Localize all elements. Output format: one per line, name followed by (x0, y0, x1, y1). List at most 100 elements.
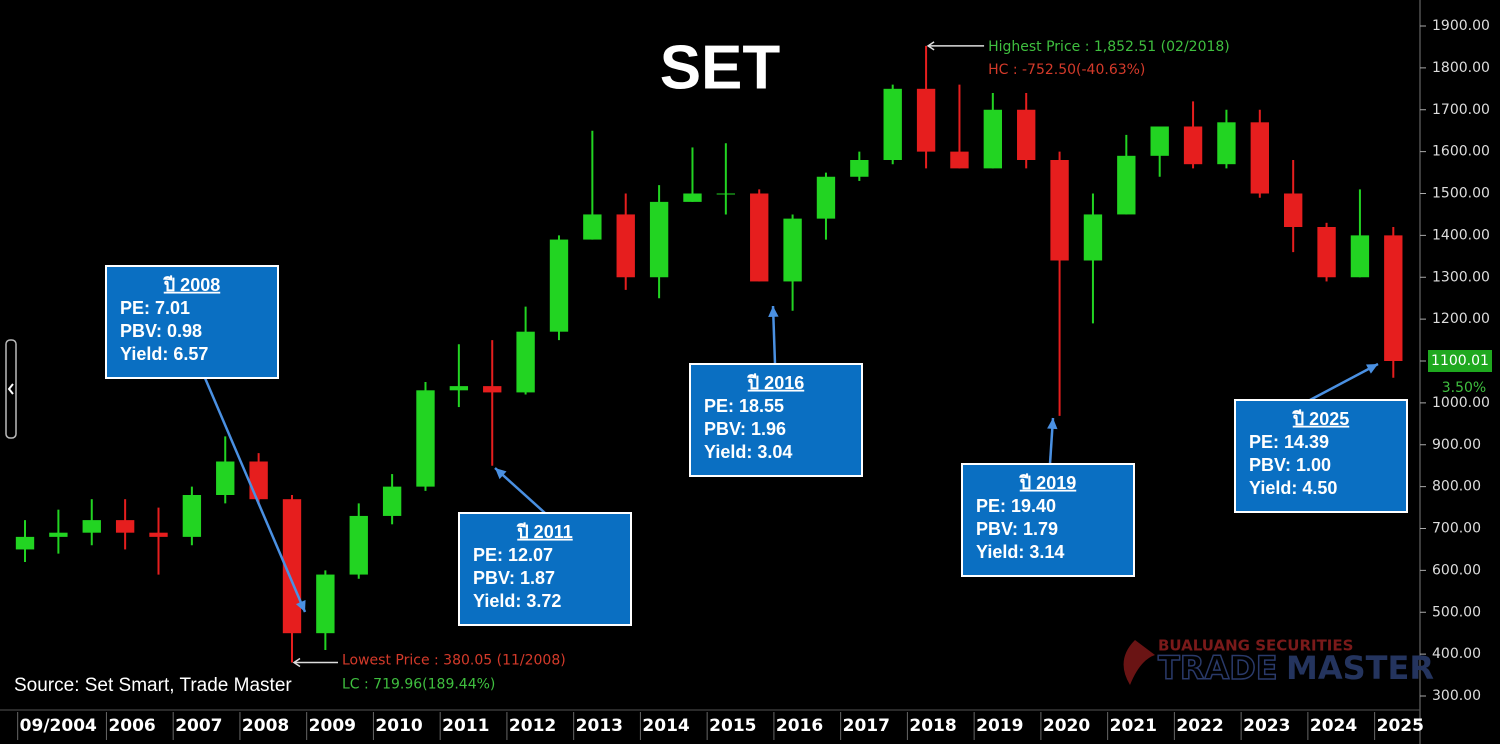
x-tick-label: 2012 (509, 716, 556, 736)
annotation-line: Yield: 3.04 (704, 442, 792, 462)
x-tick-label: 2023 (1243, 716, 1290, 736)
candle-body (1083, 214, 1103, 261)
annotation-arrow-head (1047, 418, 1058, 430)
low-pointer-head (292, 657, 301, 668)
x-tick-label: 2016 (776, 716, 823, 736)
annotation-arrow-head (495, 468, 507, 480)
candle-body (1350, 235, 1370, 278)
annotation-line: PBV: 1.87 (473, 568, 555, 588)
chart-title: SET (660, 33, 781, 102)
candle-body (382, 486, 402, 516)
annotation-box (961, 463, 1135, 577)
candle-body (49, 532, 68, 537)
y-tick-label: 1400.00 (1432, 227, 1490, 243)
y-tick-label: 900.00 (1432, 437, 1481, 453)
x-tick-label: 2019 (976, 716, 1023, 736)
annotation-box (1234, 399, 1408, 513)
candle-body (916, 88, 936, 152)
side-handle-icon (7, 383, 14, 395)
annotation-arrow-head (295, 600, 306, 612)
watermark-logo (1123, 640, 1155, 685)
annotation-title: ปี 2016 (746, 373, 804, 393)
annotation-arrow (494, 467, 546, 514)
x-tick-label: 2017 (843, 716, 890, 736)
last-price-change: 3.50% (1442, 380, 1486, 396)
x-tick-label: 2010 (375, 716, 422, 736)
x-tick-label: 2024 (1310, 716, 1357, 736)
candle-body (1250, 122, 1269, 194)
candle-body (1317, 227, 1336, 278)
candle-body (449, 386, 469, 391)
lowest-change: LC : 719.96(189.44%) (342, 676, 495, 692)
annotation-arrow (203, 377, 307, 613)
candle-body (716, 193, 736, 195)
y-tick-label: 300.00 (1432, 688, 1481, 704)
candle-body (850, 160, 869, 177)
candle-body (683, 193, 702, 202)
candle-body (349, 515, 368, 575)
candle-body (249, 461, 268, 500)
candle-body (816, 176, 836, 219)
x-tick-label: 2025 (1377, 716, 1424, 736)
lowest-price: Lowest Price : 380.05 (11/2008) (342, 652, 566, 668)
candle-body (1017, 109, 1036, 160)
candle-body (649, 201, 669, 278)
x-tick-label: 2021 (1110, 716, 1157, 736)
x-tick-label: 2022 (1176, 716, 1223, 736)
candle-body (15, 536, 35, 550)
annotation-line: Yield: 3.14 (976, 542, 1064, 562)
y-tick-label: 1200.00 (1432, 311, 1490, 327)
annotation-arrow-head (768, 306, 779, 317)
source-note: Source: Set Smart, Trade Master (14, 675, 292, 696)
candle-body (616, 214, 635, 278)
annotation-line: Yield: 6.57 (120, 344, 208, 364)
annotation-line: PE: 19.40 (976, 496, 1056, 516)
side-handle[interactable] (5, 339, 17, 439)
annotation-line: PBV: 1.79 (976, 519, 1058, 539)
candle-body (82, 520, 101, 533)
annotation-line: PE: 7.01 (120, 298, 190, 318)
candle-body (1050, 160, 1069, 261)
candle-body (316, 574, 335, 634)
highest-change: HC : -752.50(-40.63%) (988, 62, 1145, 78)
annotation-line: PBV: 0.98 (120, 321, 202, 341)
candle-body (149, 532, 168, 537)
highest-price: Highest Price : 1,852.51 (02/2018) (988, 39, 1230, 55)
candle-body (950, 151, 969, 169)
annotation-line: PE: 18.55 (704, 396, 784, 416)
annotation-line: PBV: 1.96 (704, 419, 786, 439)
y-tick-label: 1000.00 (1432, 395, 1490, 411)
candle-body (1183, 126, 1203, 165)
candle-body (1117, 155, 1136, 215)
annotation-line: PE: 14.39 (1249, 432, 1329, 452)
annotation-box (105, 265, 279, 379)
y-tick-label: 1900.00 (1432, 18, 1490, 34)
y-tick-label: 1300.00 (1432, 269, 1490, 285)
candle-body (1284, 193, 1303, 227)
y-tick-label: 700.00 (1432, 521, 1481, 537)
annotation-box (458, 512, 632, 626)
candle-body (1150, 126, 1169, 156)
candle-body (583, 214, 602, 240)
watermark-company: BUALUANG SECURITIES (1158, 637, 1353, 655)
y-tick-label: 400.00 (1432, 646, 1481, 662)
y-tick-label: 1800.00 (1432, 60, 1490, 76)
annotation-line: Yield: 3.72 (473, 591, 561, 611)
candle-body (282, 499, 302, 634)
x-tick-label: 2020 (1043, 716, 1090, 736)
y-tick-label: 1700.00 (1432, 102, 1490, 118)
watermark-brand: TRADE (1158, 649, 1278, 687)
candle-body (483, 386, 502, 393)
candle-body (516, 331, 535, 393)
x-tick-label: 2008 (242, 716, 289, 736)
annotation-title: ปี 2019 (1018, 473, 1076, 493)
annotation-arrow (1309, 362, 1379, 402)
candle-body (115, 520, 135, 533)
x-tick-label: 2006 (108, 716, 155, 736)
annotation-title: ปี 2025 (1291, 409, 1349, 429)
candle-body (750, 193, 769, 282)
x-tick-label: 2014 (642, 716, 689, 736)
y-tick-label: 1500.00 (1432, 186, 1490, 202)
high-pointer-head (926, 41, 935, 51)
